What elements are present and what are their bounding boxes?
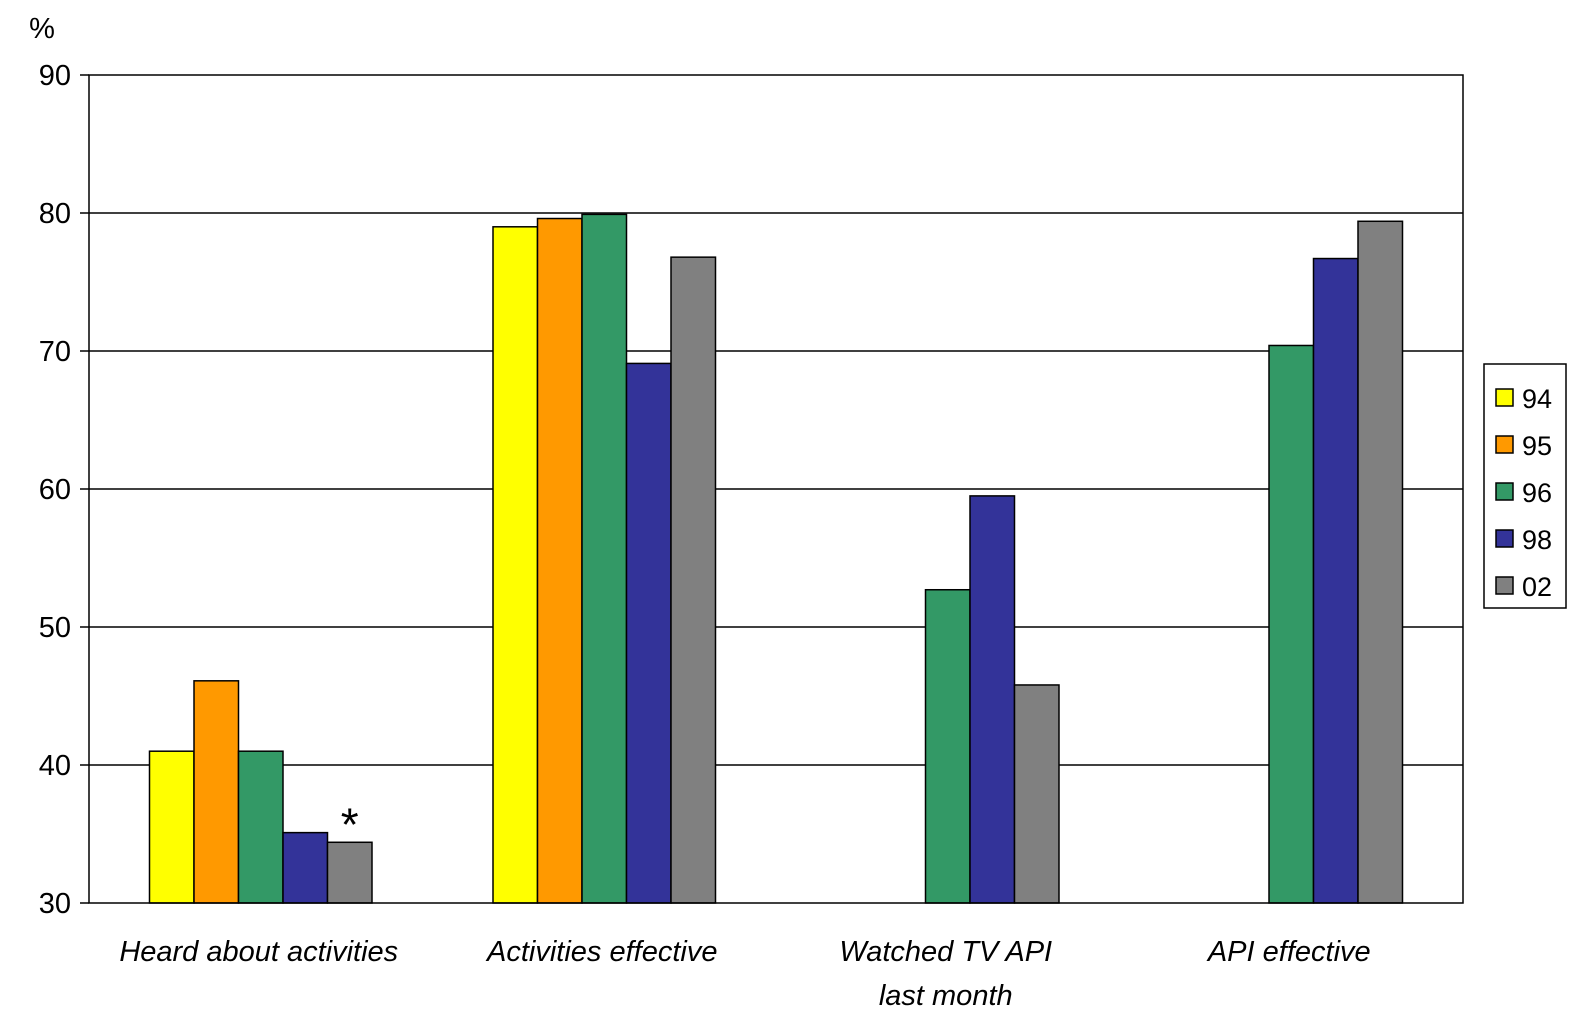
legend-swatch-96 [1495, 482, 1514, 501]
bar-02-cat0 [326, 841, 373, 904]
category-label: API effective [1206, 936, 1371, 968]
y-tick-label: 70 [39, 336, 71, 368]
annotation-asterisk: * [341, 798, 359, 850]
legend-swatch-02 [1495, 576, 1514, 595]
category-label: last month [879, 980, 1013, 1012]
bar-95-cat1 [536, 217, 583, 904]
legend-label-98: 98 [1522, 525, 1552, 555]
bar-96-cat2 [924, 588, 971, 904]
y-axis-label: % [29, 13, 55, 45]
axes [80, 74, 1464, 904]
bar-96-cat0 [237, 750, 284, 904]
category-label: Activities effective [485, 936, 717, 968]
legend: 94 95 96 98 02 [1483, 363, 1567, 609]
legend-label-96: 96 [1522, 478, 1552, 508]
legend-swatch-95 [1495, 435, 1514, 454]
gridlines [89, 212, 1463, 766]
category-label: Heard about activities [119, 936, 398, 968]
legend-label-95: 95 [1522, 431, 1552, 461]
bar-02-cat2 [1013, 684, 1060, 904]
bar-02-cat1 [670, 256, 717, 904]
bar-94-cat1 [492, 226, 539, 904]
bar-96-cat3 [1268, 344, 1315, 904]
category-label: Watched TV API [839, 936, 1052, 968]
plot-frame [88, 74, 1464, 904]
y-tick-label: 50 [39, 612, 71, 644]
legend-swatch-94 [1495, 388, 1514, 407]
legend-label-02: 02 [1522, 572, 1552, 602]
bar-02-cat3 [1357, 220, 1404, 904]
y-tick-label: 60 [39, 474, 71, 506]
y-tick-label: 90 [39, 60, 71, 92]
bar-96-cat1 [581, 213, 628, 904]
bar-98-cat1 [625, 362, 672, 904]
bars [148, 213, 1404, 904]
y-tick-label: 40 [39, 750, 71, 782]
bar-94-cat0 [148, 750, 195, 904]
legend-swatch-98 [1495, 529, 1514, 548]
y-tick-label: 80 [39, 198, 71, 230]
bar-98-cat2 [969, 495, 1016, 904]
y-tick-label: 30 [39, 888, 71, 920]
bar-98-cat0 [282, 831, 329, 904]
bar-95-cat0 [193, 680, 240, 904]
bar-98-cat3 [1312, 257, 1359, 904]
labels: 30 40 50 60 70 80 90% Heard about activities Act… [29, 13, 1371, 1012]
legend-label-94: 94 [1522, 384, 1552, 414]
